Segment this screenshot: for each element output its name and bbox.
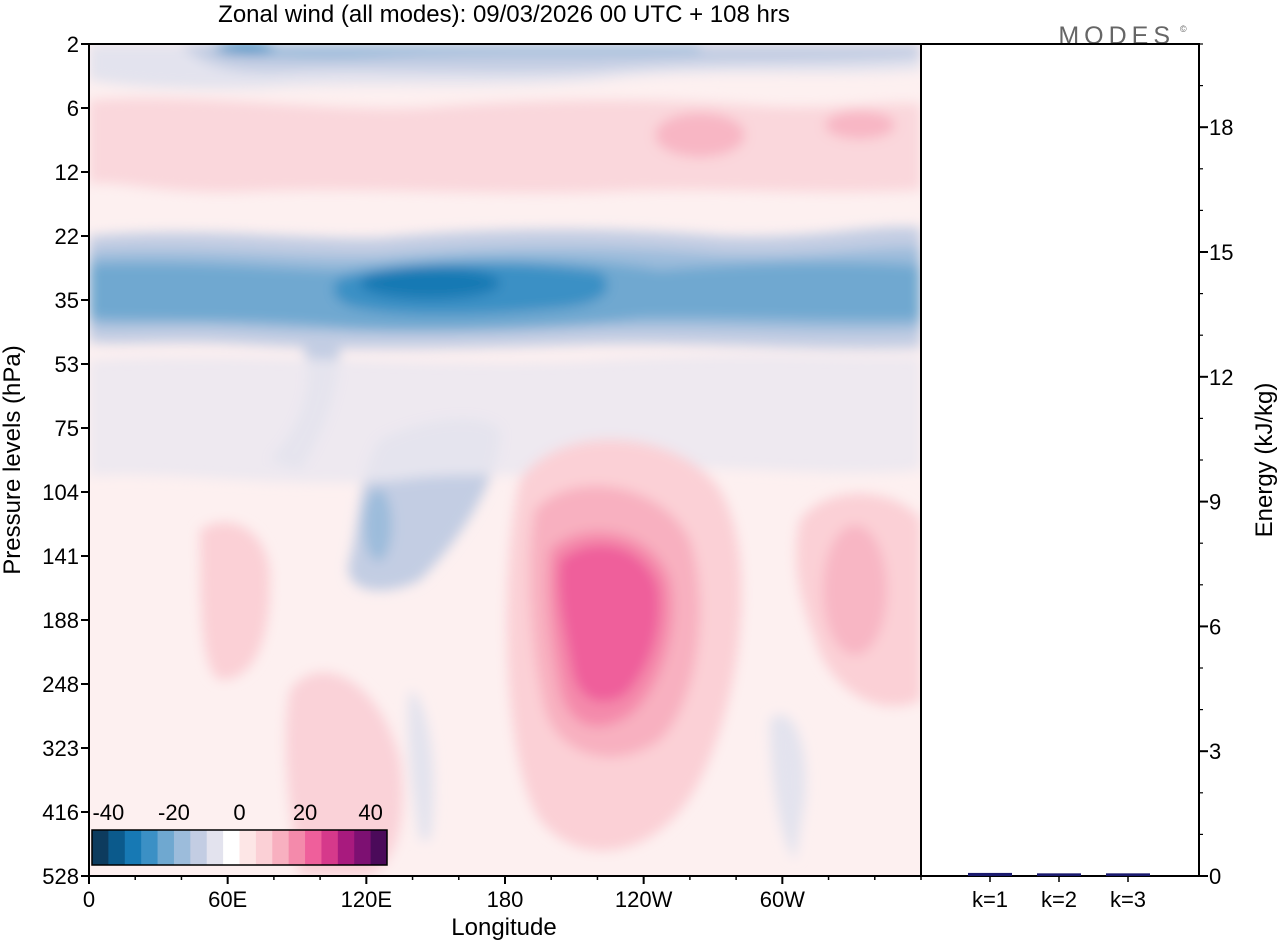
field-region-low-west bbox=[200, 522, 270, 680]
colorbar-swatch bbox=[370, 830, 388, 865]
field-region-low-east-pale bbox=[770, 714, 806, 860]
longitude-tick-label: 60E bbox=[208, 887, 247, 912]
energy-axis-label: Energy (kJ/kg) bbox=[1251, 383, 1278, 538]
energy-tick-label: 18 bbox=[1209, 115, 1233, 140]
longitude-tick-label: 0 bbox=[83, 887, 95, 912]
field-region-top-core bbox=[215, 44, 275, 54]
pressure-tick-label: 53 bbox=[55, 352, 79, 377]
pressure-tick-label: 2 bbox=[67, 32, 79, 57]
longitude-tick-label: 120E bbox=[341, 887, 392, 912]
energy-bar bbox=[968, 872, 1012, 876]
field-region-westerly-core bbox=[558, 545, 660, 702]
energy-bars: k=1 k=2 k=3 bbox=[968, 872, 1150, 912]
energy-bar bbox=[1106, 873, 1150, 876]
pressure-tick-label: 323 bbox=[42, 736, 79, 761]
colorbar-swatch bbox=[223, 830, 240, 865]
field-region-low-center bbox=[285, 672, 403, 876]
energy-category-label: k=1 bbox=[972, 887, 1008, 912]
colorbar-tick-label: -20 bbox=[158, 800, 190, 825]
pressure-tick-label: 22 bbox=[55, 224, 79, 249]
colorbar: -40 -20 0 20 40 bbox=[91, 800, 388, 866]
colorbar-swatch bbox=[92, 830, 109, 865]
field-region-strat-pink bbox=[89, 98, 921, 193]
energy-tick-label: 3 bbox=[1209, 739, 1221, 764]
pressure-tick-label: 141 bbox=[42, 544, 79, 569]
field-region-jet-core bbox=[360, 267, 500, 299]
pressure-tick-label: 248 bbox=[42, 672, 79, 697]
energy-category-label: k=2 bbox=[1041, 887, 1077, 912]
energy-tick-label: 12 bbox=[1209, 365, 1233, 390]
pressure-tick-label: 35 bbox=[55, 288, 79, 313]
colorbar-tick-label: 40 bbox=[358, 800, 382, 825]
pressure-tick-label: 416 bbox=[42, 800, 79, 825]
colorbar-swatch bbox=[239, 830, 257, 865]
energy-tick-label: 9 bbox=[1209, 490, 1221, 515]
chart-title: Zonal wind (all modes): 09/03/2026 00 UT… bbox=[218, 1, 790, 28]
field-region-mid-pale bbox=[89, 355, 921, 483]
pressure-tick-label: 104 bbox=[42, 480, 79, 505]
energy-category-label: k=3 bbox=[1110, 887, 1146, 912]
colorbar-swatch bbox=[124, 830, 142, 865]
colorbar-swatch bbox=[108, 830, 126, 865]
colorbar-swatch bbox=[173, 830, 191, 865]
colorbar-swatch bbox=[337, 830, 355, 865]
colorbar-swatch bbox=[141, 830, 159, 865]
colorbar-frame bbox=[91, 829, 388, 866]
field-region-east-core bbox=[823, 525, 887, 655]
y-axis-label: Pressure levels (hPa) bbox=[0, 345, 26, 574]
field-region-top-strong bbox=[200, 44, 700, 59]
energy-panel-frame bbox=[920, 43, 1200, 877]
pressure-tick-label: 188 bbox=[42, 608, 79, 633]
energy-bar bbox=[1037, 873, 1081, 876]
colorbar-tick-label: 20 bbox=[293, 800, 317, 825]
colorbar-swatch bbox=[157, 830, 175, 865]
colorbar-tick-label: -40 bbox=[92, 800, 124, 825]
pressure-tick-label: 528 bbox=[42, 864, 79, 889]
longitude-tick-label: 120W bbox=[615, 887, 673, 912]
colorbar-swatch bbox=[354, 830, 372, 865]
colorbar-swatch bbox=[305, 830, 322, 865]
colorbar-swatch bbox=[190, 830, 208, 865]
wind-heatmap bbox=[89, 44, 921, 876]
energy-tick-label: 0 bbox=[1209, 864, 1221, 889]
colorbar-swatch bbox=[206, 830, 224, 865]
pressure-axis: 2 6 12 22 35 53 75 104 141 188 248 323 416 528 bbox=[42, 32, 89, 889]
colorbar-swatch bbox=[288, 830, 306, 865]
field-region-strat-pink-core bbox=[655, 113, 745, 157]
colorbar-swatch bbox=[272, 830, 290, 865]
longitude-tick-label: 60W bbox=[760, 887, 805, 912]
longitude-tick-label: 180 bbox=[487, 887, 524, 912]
field-region-low-pale bbox=[408, 690, 434, 840]
pressure-tick-label: 75 bbox=[55, 416, 79, 441]
x-axis-label: Longitude bbox=[451, 914, 556, 941]
colorbar-tick-label: 0 bbox=[233, 800, 245, 825]
energy-tick-label: 15 bbox=[1209, 240, 1233, 265]
longitude-axis: 0 60E 120E 180 120W 60W bbox=[83, 876, 922, 912]
field-region-strat-pink-core-2 bbox=[825, 111, 895, 139]
field-region-tongue-core bbox=[364, 489, 392, 561]
colorbar-swatch bbox=[255, 830, 273, 865]
energy-tick-label: 6 bbox=[1209, 614, 1221, 639]
pressure-tick-label: 6 bbox=[67, 96, 79, 121]
colorbar-swatch bbox=[321, 830, 339, 865]
pressure-tick-label: 12 bbox=[55, 160, 79, 185]
energy-axis: 0 3 6 9 12 15 18 bbox=[1199, 43, 1233, 889]
logo-copyright-mark: © bbox=[1180, 24, 1192, 34]
